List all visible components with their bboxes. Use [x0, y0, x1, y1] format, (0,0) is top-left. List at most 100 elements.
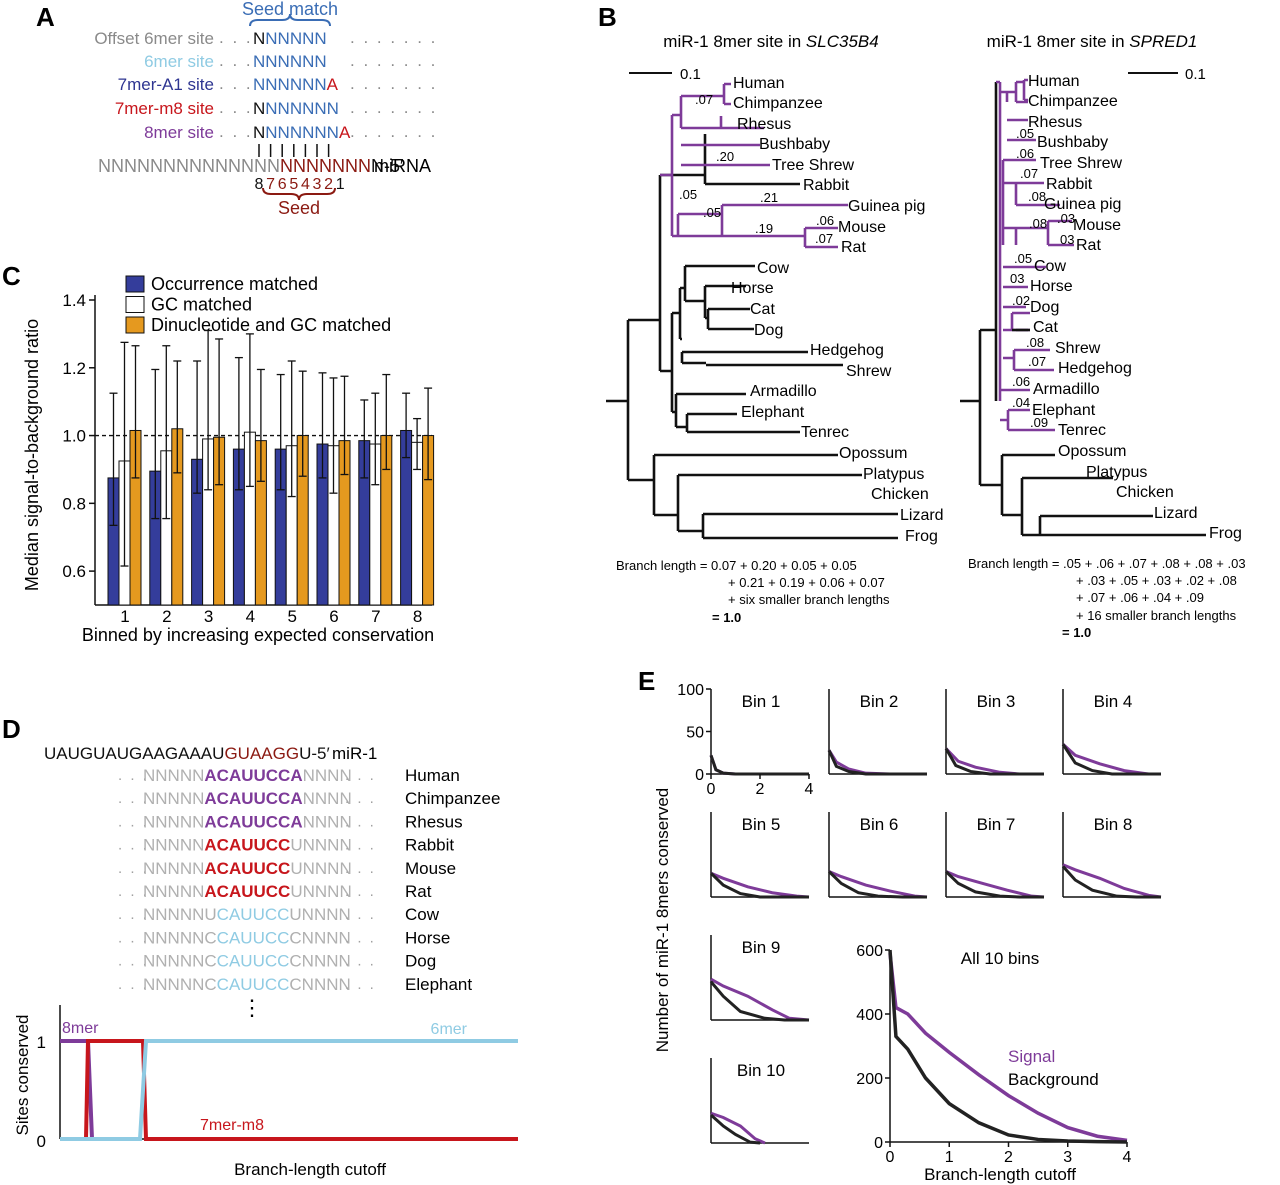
- species-label: Cow: [757, 260, 789, 277]
- all-x-tick-label: 1: [945, 1149, 954, 1166]
- species-label: Armadillo: [750, 383, 817, 400]
- dots-left: . . .: [118, 976, 149, 993]
- seq-pre: NNNNN: [143, 789, 204, 808]
- dots-right: . . . . . . .: [350, 122, 437, 141]
- seed-position: 5: [289, 176, 298, 193]
- dots-right: . . .: [345, 953, 376, 970]
- species-label: Rabbit: [405, 836, 454, 855]
- species-label: Human: [1028, 73, 1080, 90]
- dots-left: . . .: [118, 767, 149, 784]
- bin-signal-line: [1061, 743, 1161, 776]
- species-label: Frog: [1209, 525, 1242, 542]
- bin-x-tick-label: 2: [756, 781, 765, 798]
- mirna-seed: NNNNNNN: [280, 156, 371, 176]
- bin-x-tick-label: 4: [805, 781, 814, 798]
- seq-pre: NNNNNU: [143, 905, 217, 924]
- bin-background-line: [1061, 743, 1161, 776]
- mirna-suffix: N-5′: [371, 156, 404, 176]
- formula-line: Branch length = .05 + .06 + .07 + .08 + …: [968, 556, 1246, 571]
- site-name: 8mer site: [144, 123, 214, 142]
- legend-label: Dinucleotide and GC matched: [151, 315, 391, 335]
- seed-position: 4: [301, 176, 310, 193]
- alignment-sequence: NNNNNACAUUCCANNNN: [143, 766, 352, 785]
- x-tick-label: 4: [246, 607, 255, 626]
- x-tick-label: 3: [204, 607, 213, 626]
- species-label: Cat: [1033, 319, 1058, 336]
- site-prefix: N: [253, 29, 265, 48]
- all-background-line: [888, 949, 1128, 1144]
- species-label: Rhesus: [1028, 114, 1082, 131]
- alignment-rows: . . .NNNNNACAUUCCANNNN. . . Human. . .NNN…: [118, 766, 500, 994]
- x-tick-label: 2: [162, 607, 171, 626]
- seed-position: 3: [313, 176, 322, 193]
- species-label: Tree Shrew: [772, 157, 855, 174]
- formula-line: Branch length = 0.07 + 0.20 + 0.05 + 0.0…: [616, 558, 857, 573]
- bin-title: Bin 5: [742, 815, 781, 834]
- y-tick-label: 1.0: [62, 427, 86, 446]
- bin-background-line: [709, 1113, 761, 1145]
- seq-post: CNNNN: [289, 975, 350, 994]
- line-8mer: [60, 1039, 95, 1141]
- seq-site: CAUUCC: [217, 905, 290, 924]
- site-rows: Offset 6mer site. . . NNNNNN. . . . . . .…: [94, 28, 437, 142]
- seq-site: CAUUCC: [217, 928, 290, 947]
- seed-position: 2: [324, 176, 333, 193]
- legend-swatch: [125, 296, 145, 313]
- tree-right-branch-labels: .05 .06 .07 .08 .08 .03 03 .05 03 .02 .08 .07 .06 .04…: [1010, 126, 1075, 430]
- panel-a: Seed match Offset 6mer site. . . NNNNNN. …: [94, 0, 437, 218]
- alignment-sequence: NNNNNCCAUUCCCNNNN: [143, 952, 351, 971]
- chart-e-all-title: All 10 bins: [961, 949, 1039, 968]
- species-label: Rat: [405, 882, 432, 901]
- species-label: Tenrec: [801, 424, 849, 441]
- branch-length: .09: [1030, 415, 1048, 430]
- seed-position: 1: [336, 176, 345, 193]
- y-tick-label: 0.8: [62, 494, 86, 513]
- species-label: Mouse: [1073, 217, 1121, 234]
- tree-left-branch-labels: .07 .20 .05 .21 .05 .19 .06 .07: [679, 92, 834, 246]
- species-label: Bushbaby: [1037, 134, 1108, 151]
- bin-x-tick-label: 0: [707, 781, 716, 798]
- dots-left: . . .: [118, 929, 149, 946]
- branch-length: .05: [1014, 251, 1032, 266]
- species-label: Rabbit: [803, 177, 850, 194]
- all-y-tick-label: 0: [874, 1135, 883, 1152]
- species-label: Lizard: [1154, 505, 1198, 522]
- seed-match-label: Seed match: [242, 0, 338, 19]
- mir1-seq-end: U-5′: [299, 744, 330, 763]
- species-label: Horse: [731, 280, 774, 297]
- seq-post: UNNNN: [290, 882, 351, 901]
- tree-right-title: miR-1 8mer site in SPRED1: [987, 32, 1198, 51]
- seq-pre: NNNNN: [143, 766, 204, 785]
- branch-length: .02: [1012, 293, 1030, 308]
- panel-label-e: E: [638, 666, 655, 696]
- dots-right: . . .: [345, 929, 376, 946]
- formula-right: Branch length = .05 + .06 + .07 + .08 + …: [968, 556, 1246, 640]
- legend-swatch: [125, 316, 145, 334]
- all-signal-line: [888, 953, 1128, 1143]
- branch-length: .06: [816, 213, 834, 228]
- alignment-sequence: NNNNNACAUUCCUNNNN: [143, 882, 352, 901]
- species-label: Rhesus: [737, 116, 791, 133]
- bin-background-line: [827, 749, 927, 776]
- species-label: Guinea pig: [848, 198, 925, 215]
- seq-pre: NNNNNC: [143, 928, 217, 947]
- species-label: Dog: [754, 322, 783, 339]
- site-name: 7mer-m8 site: [115, 99, 214, 118]
- species-label: Rabbit: [1046, 176, 1093, 193]
- dots-right: . . .: [345, 860, 376, 877]
- all-x-tick-label: 0: [886, 1149, 895, 1166]
- branch-length: .07: [815, 231, 833, 246]
- y-tick-label: 1.2: [62, 359, 86, 378]
- chart-d-ytick-0: 0: [37, 1132, 46, 1151]
- dots-left: . . .: [219, 122, 253, 141]
- branch-length: .04: [1012, 395, 1030, 410]
- formula-line: + 16 smaller branch lengths: [1076, 608, 1237, 623]
- alignment-sequence: NNNNNCCAUUCCCNNNN: [143, 928, 351, 947]
- chart-e-ylabel: Number of miR-1 8mers conserved: [653, 788, 672, 1053]
- dots-right: . . . . . . .: [350, 74, 437, 93]
- x-tick-label: 1: [120, 607, 129, 626]
- bin-background-line: [944, 870, 1044, 899]
- bin-background-line: [709, 754, 809, 776]
